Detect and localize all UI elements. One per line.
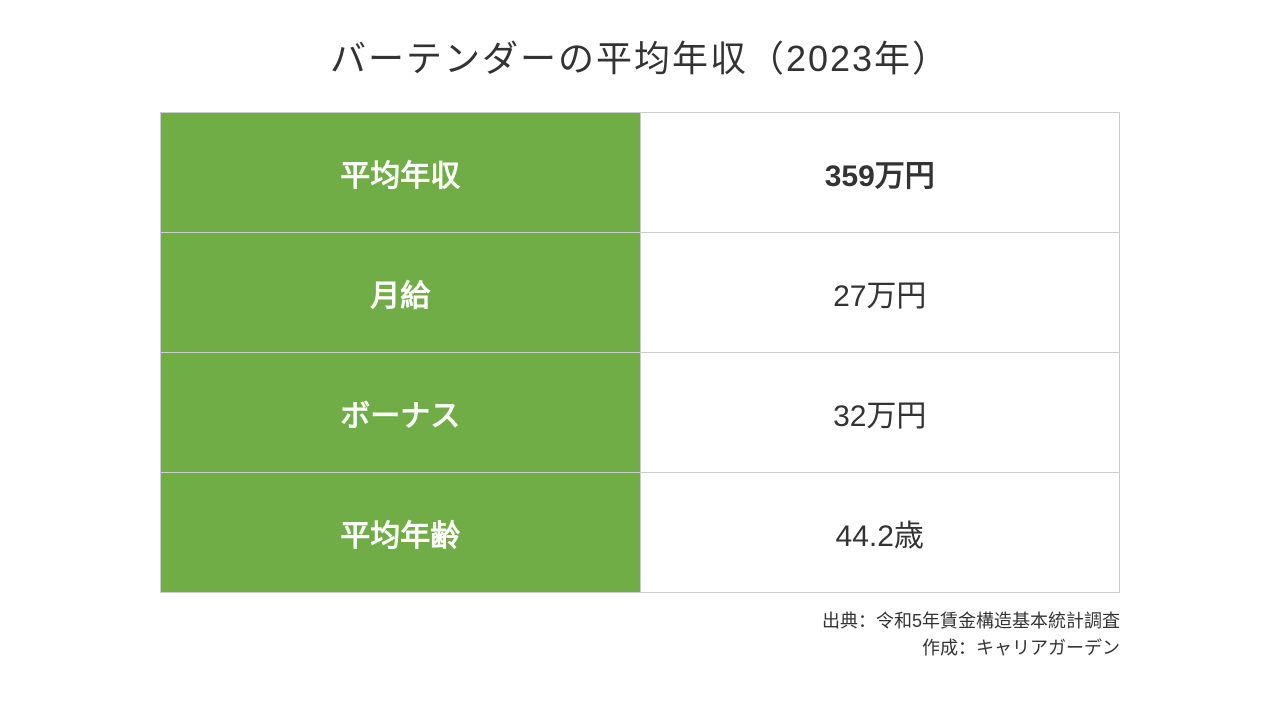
table-row: ボーナス 32万円	[161, 353, 1120, 473]
row-value: 32万円	[640, 353, 1120, 473]
row-label: 平均年収	[161, 113, 641, 233]
table-row: 月給 27万円	[161, 233, 1120, 353]
footer-source: 出典：令和5年賃金構造基本統計調査	[160, 608, 1120, 635]
page-title: バーテンダーの平均年収（2023年）	[330, 30, 950, 82]
row-value: 27万円	[640, 233, 1120, 353]
footer: 出典：令和5年賃金構造基本統計調査 作成：キャリアガーデン	[160, 608, 1120, 662]
row-label: 月給	[161, 233, 641, 353]
row-label: 平均年齢	[161, 473, 641, 593]
row-value: 359万円	[640, 113, 1120, 233]
row-label: ボーナス	[161, 353, 641, 473]
salary-table: 平均年収 359万円 月給 27万円 ボーナス 32万円 平均年齢 44.2歳	[160, 112, 1120, 593]
table-row: 平均年収 359万円	[161, 113, 1120, 233]
row-value: 44.2歳	[640, 473, 1120, 593]
footer-creator: 作成：キャリアガーデン	[160, 635, 1120, 662]
table-row: 平均年齢 44.2歳	[161, 473, 1120, 593]
